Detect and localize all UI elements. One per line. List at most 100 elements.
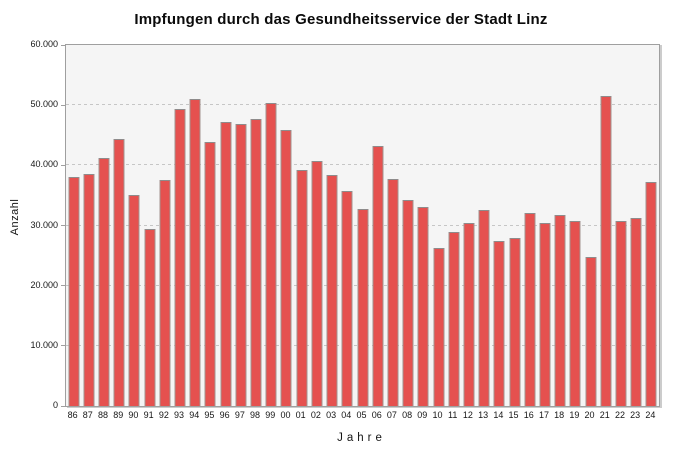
bar: [98, 157, 110, 406]
y-tick-label: 60.000: [30, 39, 58, 49]
chart-title: Impfungen durch das Gesundheitsservice d…: [134, 11, 548, 28]
y-tick-label: 20.000: [30, 279, 58, 290]
bar: [539, 222, 551, 406]
bar: [493, 241, 505, 406]
x-tick-label: 22: [614, 410, 625, 420]
bar: [159, 180, 171, 406]
x-tick-label: 93: [174, 410, 185, 420]
gridline: [66, 164, 659, 166]
bar: [478, 209, 490, 406]
y-tick-mark: [61, 164, 65, 166]
bar: [189, 98, 201, 406]
bar: [204, 142, 216, 406]
x-tick-label: 00: [280, 410, 291, 420]
y-tick-label: 30.000: [30, 219, 58, 230]
bar: [220, 122, 232, 406]
bar: [554, 215, 566, 406]
bar: [630, 218, 642, 406]
y-tick-mark: [61, 285, 65, 287]
y-tick-label: 10.000: [30, 339, 58, 350]
bar: [387, 179, 399, 406]
bar: [645, 182, 657, 406]
bar: [113, 139, 125, 406]
x-tick-label: 09: [417, 410, 428, 420]
x-tick-label: 91: [143, 410, 154, 420]
x-tick-label: 99: [265, 410, 276, 420]
x-tick-label: 24: [645, 410, 656, 420]
bar: [280, 130, 292, 406]
bar: [600, 96, 612, 406]
bar: [265, 102, 277, 406]
bar: [357, 208, 368, 406]
x-tick-label: 14: [493, 410, 504, 420]
x-tick-label: 19: [569, 410, 580, 420]
bar: [250, 119, 262, 406]
x-tick-label: 87: [82, 410, 93, 420]
bar: [296, 169, 308, 406]
bar: [433, 247, 445, 406]
x-tick-label: 01: [295, 410, 306, 420]
y-tick-mark: [61, 345, 65, 347]
x-axis-title: Jahre: [337, 432, 386, 444]
bar: [509, 238, 521, 406]
x-tick-label: 11: [448, 410, 458, 420]
x-tick-label: 86: [67, 410, 78, 420]
x-tick-label: 89: [113, 410, 124, 420]
bar: [341, 191, 353, 406]
bar: [448, 231, 460, 406]
x-tick-label: 10: [432, 410, 443, 420]
x-tick-label: 96: [219, 410, 230, 420]
bar: [128, 194, 140, 406]
y-tick-mark: [61, 44, 65, 46]
x-tick-label: 94: [189, 410, 200, 420]
x-tick-label: 18: [554, 410, 565, 420]
x-tick-label: 21: [599, 410, 610, 420]
bar: [144, 228, 156, 406]
y-tick-label: 0: [52, 400, 58, 410]
x-tick-label: 95: [204, 410, 215, 420]
plot-area: [61, 44, 660, 407]
bar: [311, 160, 323, 406]
bar: [235, 124, 247, 406]
bar: [569, 221, 581, 406]
bar: [524, 212, 536, 406]
x-tick-label: 06: [371, 410, 382, 420]
bar: [615, 220, 627, 406]
x-tick-label: 08: [402, 410, 413, 420]
x-tick-label: 05: [356, 410, 367, 420]
x-tick-label: 07: [386, 410, 397, 420]
bar: [585, 256, 597, 406]
y-tick-label: 50.000: [30, 99, 58, 110]
y-tick-mark: [61, 225, 65, 226]
y-tick-label: 40.000: [30, 159, 58, 170]
x-tick-label: 92: [158, 410, 169, 420]
y-tick-mark: [61, 405, 65, 407]
bar: [68, 176, 80, 406]
bar: [326, 174, 338, 406]
x-tick-label: 02: [310, 410, 321, 420]
x-tick-label: 12: [462, 410, 473, 420]
bar: [83, 173, 95, 406]
y-tick-mark: [61, 104, 65, 106]
x-tick-label: 23: [630, 410, 641, 420]
x-tick-label: 90: [128, 410, 139, 420]
bar: [463, 223, 475, 406]
gridline: [66, 104, 659, 106]
x-tick-label: 04: [341, 410, 352, 420]
x-tick-label: 13: [478, 410, 489, 420]
x-tick-label: 03: [326, 410, 337, 420]
y-axis: 0 10.000 20.000 30.000 40.000 50.000 60.000: [0, 39, 58, 410]
x-tick-label: 97: [234, 410, 245, 420]
bar: [402, 199, 414, 406]
bar: [372, 146, 384, 406]
x-axis: 86 87 88 89 90 91 92 93 94 95 96 97 98 99 00 01 02 03 04 05…: [65, 410, 658, 422]
x-tick-label: 88: [97, 410, 109, 420]
x-tick-label: 98: [250, 410, 261, 420]
bar: [417, 207, 429, 406]
x-tick-label: 17: [538, 410, 549, 420]
bar: [174, 108, 186, 406]
x-tick-label: 20: [584, 410, 595, 420]
x-tick-label: 15: [508, 410, 519, 420]
x-tick-label: 16: [523, 410, 534, 420]
